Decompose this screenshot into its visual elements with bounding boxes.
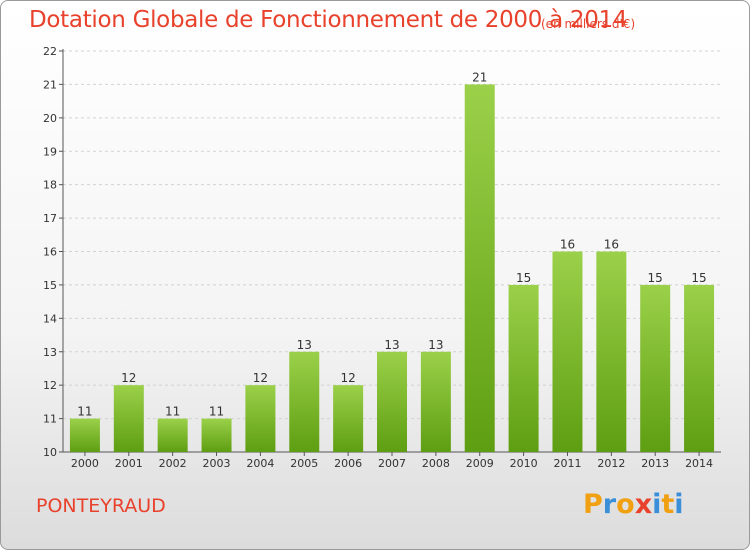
bar-2000: [69, 418, 100, 452]
y-tick-label: 17: [43, 212, 57, 225]
y-tick-label: 21: [43, 78, 57, 91]
x-tick-label-2000: 2000: [71, 457, 99, 470]
x-tick-label-2002: 2002: [159, 457, 187, 470]
value-label-2012: 16: [604, 238, 619, 252]
bar-2004: [245, 385, 276, 452]
bar-2002: [157, 418, 188, 452]
value-label-2006: 12: [340, 371, 355, 385]
y-tick-label: 10: [43, 446, 57, 459]
y-tick-label: 11: [43, 413, 57, 426]
value-label-2004: 12: [253, 371, 268, 385]
y-tick-label: 14: [43, 312, 57, 325]
y-tick-label: 12: [43, 379, 57, 392]
value-label-2014: 15: [691, 271, 706, 285]
x-tick-label-2012: 2012: [597, 457, 625, 470]
commune-name: PONTEYRAUD: [36, 495, 166, 517]
bar-2006: [333, 385, 364, 452]
x-tick-label-2008: 2008: [422, 457, 450, 470]
bar-2010: [508, 284, 539, 452]
logo-letter: r: [602, 489, 617, 520]
value-label-2007: 13: [384, 338, 399, 352]
bar-2003: [201, 418, 232, 452]
chart-title: Dotation Globale de Fonctionnement de 20…: [29, 7, 628, 33]
value-label-2011: 16: [560, 238, 575, 252]
logo-letter: x: [634, 489, 653, 520]
x-tick-label-2005: 2005: [290, 457, 318, 470]
y-tick-label: 18: [43, 179, 57, 192]
chart-unit: (en milliers d'€): [541, 17, 636, 31]
logo-letter: i: [674, 489, 684, 520]
x-tick-label-2013: 2013: [641, 457, 669, 470]
value-label-2009: 21: [472, 70, 487, 84]
value-label-2000: 11: [77, 405, 92, 419]
value-label-2013: 15: [648, 271, 663, 285]
bar-2014: [684, 284, 715, 452]
labels: 11 2000 12 2001 11 2002 11 2003 12 2004 13 2005 12 20…: [71, 70, 713, 470]
y-tick-label: 13: [43, 346, 57, 359]
value-label-2005: 13: [297, 338, 312, 352]
x-tick-label-2010: 2010: [510, 457, 538, 470]
x-tick-label-2006: 2006: [334, 457, 362, 470]
x-tick-label-2011: 2011: [553, 457, 581, 470]
bar-2012: [596, 251, 627, 452]
bar-2011: [552, 251, 583, 452]
x-tick-label-2001: 2001: [115, 457, 143, 470]
bar-2009: [464, 84, 495, 453]
value-label-2010: 15: [516, 271, 531, 285]
value-label-2008: 13: [428, 338, 443, 352]
x-tick-label-2004: 2004: [246, 457, 274, 470]
x-tick-label-2003: 2003: [203, 457, 231, 470]
y-tick-label: 19: [43, 145, 57, 158]
x-tick-label-2009: 2009: [466, 457, 494, 470]
bar-2005: [289, 351, 320, 452]
x-tick-label-2007: 2007: [378, 457, 406, 470]
bars: [69, 84, 715, 453]
bar-2007: [377, 351, 407, 452]
y-tick-label: 16: [43, 246, 57, 259]
bar-2008: [420, 351, 451, 452]
logo-letter: o: [616, 489, 635, 520]
value-label-2002: 11: [165, 405, 180, 419]
proxiti-logo: Proxiti: [583, 489, 684, 520]
bar-2013: [640, 284, 671, 452]
logo-letter: t: [661, 489, 675, 520]
bar-2001: [113, 385, 144, 452]
y-tick-label: 20: [43, 112, 57, 125]
y-tick-label: 22: [43, 45, 57, 58]
x-tick-label-2014: 2014: [685, 457, 713, 470]
value-label-2003: 11: [209, 405, 224, 419]
logo-letter: i: [652, 489, 662, 520]
logo-letter: P: [583, 489, 603, 520]
value-label-2001: 12: [121, 371, 136, 385]
y-tick-label: 15: [43, 279, 57, 292]
